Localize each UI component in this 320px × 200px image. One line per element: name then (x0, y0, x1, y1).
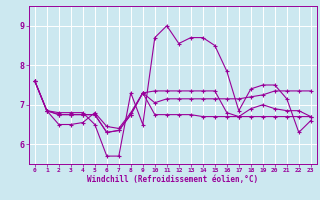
X-axis label: Windchill (Refroidissement éolien,°C): Windchill (Refroidissement éolien,°C) (87, 175, 258, 184)
